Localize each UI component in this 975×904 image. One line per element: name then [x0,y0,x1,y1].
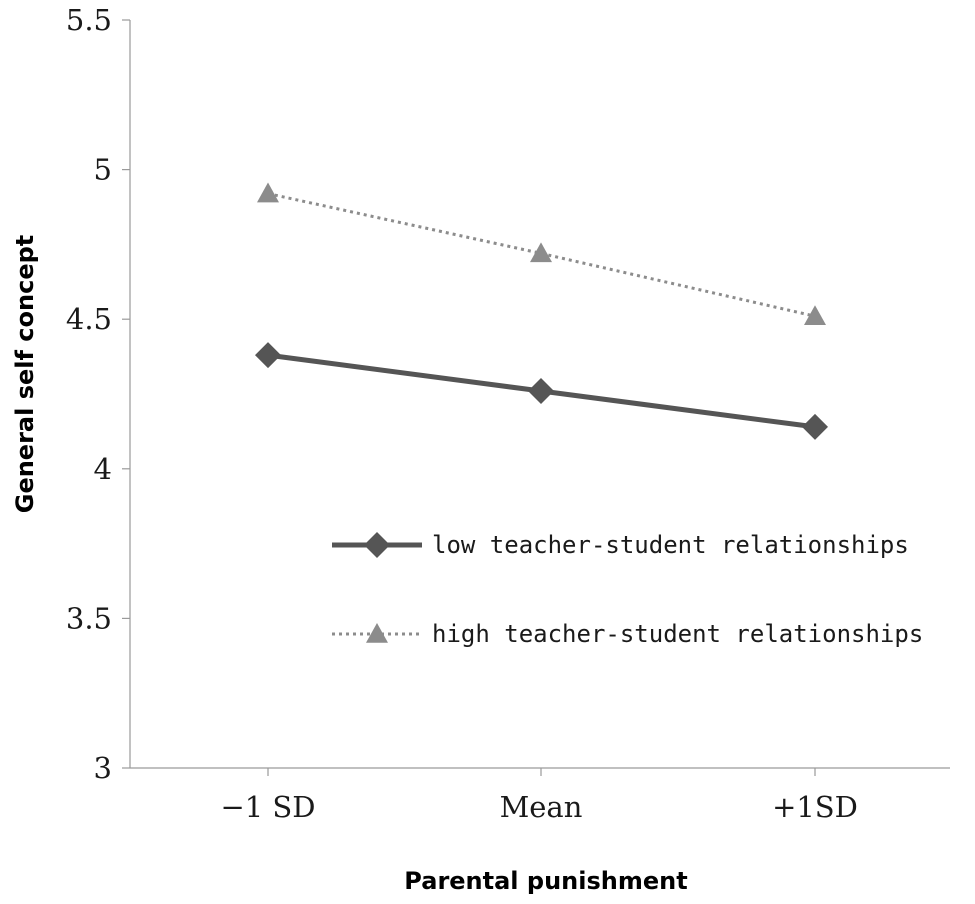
series-low [255,342,828,440]
y-tick-label: 5.5 [66,3,112,37]
legend-entry: high teacher-student relationships [332,620,923,648]
data-point [530,242,552,263]
data-point [528,378,554,405]
x-tick-label: −1 SD [220,790,315,824]
y-ticks: 3 3.5 4 4.5 5 5.5 [66,3,130,785]
y-tick-label: 4.5 [66,302,112,336]
legend-label: high teacher-student relationships [432,620,923,648]
y-tick-label: 3.5 [66,601,112,635]
x-tick-label: +1SD [772,790,858,824]
y-tick-label: 3 [94,751,112,785]
y-tick-label: 4 [94,452,112,486]
x-ticks: −1 SD Mean +1SD [220,768,858,824]
x-axis-title: Parental punishment [404,867,687,895]
series-line [267,192,816,318]
series-high [257,182,826,326]
legend-entry: low teacher-student relationships [332,531,909,559]
data-point [255,342,281,369]
legend: low teacher-student relationships high te… [332,531,923,648]
data-point [802,413,828,440]
x-tick-label: Mean [500,790,583,824]
series-layer [255,182,828,440]
chart-axes [129,20,950,769]
data-point [804,305,826,326]
legend-label: low teacher-student relationships [432,531,909,559]
data-point [257,182,279,203]
y-tick-label: 5 [94,153,112,187]
y-axis-title: General self concept [11,235,39,514]
legend-marker [364,532,390,558]
legend-marker [366,623,388,643]
